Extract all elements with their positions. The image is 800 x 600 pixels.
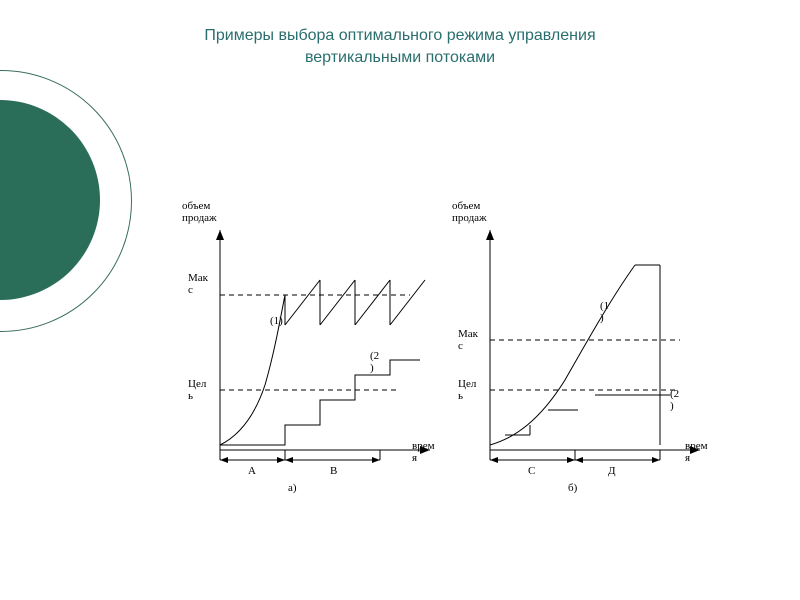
diagram-svg [170, 210, 730, 500]
a-xmarker-A: А [248, 465, 256, 477]
title-line-1: Примеры выбора оптимального режима управ… [204, 27, 595, 44]
a-curve2-label: (2) [370, 350, 379, 374]
a-ylabel-max: Макс [188, 272, 208, 296]
b-xmarker-D: Д [608, 465, 616, 477]
a-ylabel-top: объемпродаж [182, 200, 217, 224]
b-ylabel-tsel: Цель [458, 378, 476, 402]
a-xlabel: время [412, 440, 435, 464]
page-title: Примеры выбора оптимального режима управ… [0, 25, 800, 70]
a-curve1-label: (1) [270, 315, 283, 327]
charts-container: объемпродаж Макс Цель (1) (2) время А В … [170, 210, 730, 500]
b-xmarker-C: С [528, 465, 535, 477]
b-ylabel-max: Макс [458, 328, 478, 352]
a-ylabel-tsel: Цель [188, 378, 206, 402]
b-curve1-label: (1) [600, 300, 609, 324]
title-line-2: вертикальными потоками [305, 49, 495, 66]
b-ylabel-top: объемпродаж [452, 200, 487, 224]
a-xmarker-B: В [330, 465, 337, 477]
b-curve2-label: (2) [670, 388, 679, 412]
b-xlabel: время [685, 440, 708, 464]
a-panel-label: а) [288, 482, 297, 494]
b-panel-label: б) [568, 482, 577, 494]
